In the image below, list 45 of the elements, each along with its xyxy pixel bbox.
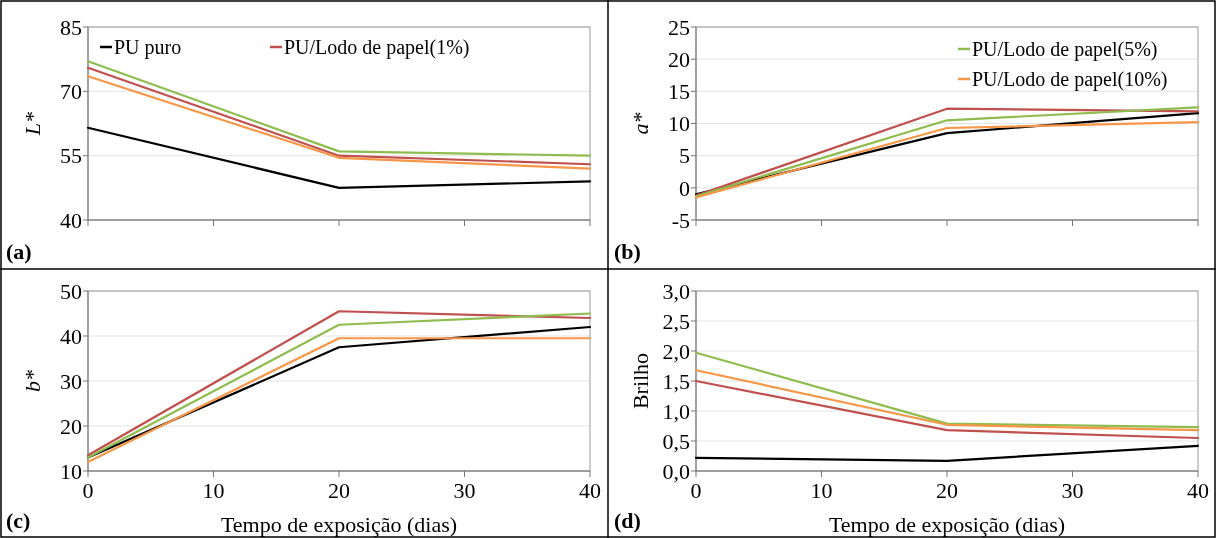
y-tick-label: -5 bbox=[671, 207, 690, 233]
y-axis-title: Brilho bbox=[628, 352, 653, 410]
legend-label: PU puro bbox=[114, 36, 182, 59]
y-tick-label: 2,0 bbox=[662, 338, 690, 364]
text: (c) bbox=[6, 508, 31, 533]
y-tick-label: 5 bbox=[679, 143, 690, 169]
y-axis-title: L* bbox=[20, 111, 45, 137]
y-tick-label: 10 bbox=[60, 458, 82, 484]
y-axis-title: b* bbox=[20, 370, 45, 392]
y-tick-label: 1,0 bbox=[662, 398, 690, 424]
x-tick-label: 10 bbox=[810, 478, 833, 503]
y-tick-label: 40 bbox=[60, 323, 82, 349]
y-tick-label: 20 bbox=[668, 46, 690, 72]
y-tick-label: 85 bbox=[60, 14, 82, 40]
x-tick-label: 20 bbox=[936, 478, 958, 503]
text: (b) bbox=[614, 239, 641, 264]
y-tick-label: 30 bbox=[60, 368, 82, 394]
x-tick-label: 30 bbox=[1061, 478, 1084, 503]
y-tick-label: 20 bbox=[60, 413, 82, 439]
y-tick-label: 3,0 bbox=[662, 278, 690, 304]
legend-label: PU/Lodo de papel(1%) bbox=[284, 36, 470, 59]
text: (a) bbox=[6, 239, 32, 264]
y-tick-label: 10 bbox=[668, 111, 690, 137]
y-tick-label: 1,5 bbox=[662, 368, 690, 394]
x-axis-title: Tempo de exposição (dias) bbox=[220, 512, 458, 537]
y-tick-label: 25 bbox=[668, 14, 690, 40]
y-tick-label: 40 bbox=[60, 207, 82, 233]
y-tick-label: 70 bbox=[60, 79, 82, 105]
y-tick-label: 55 bbox=[60, 143, 82, 169]
y-tick-label: 0,5 bbox=[662, 428, 690, 454]
x-tick-label: 40 bbox=[579, 478, 601, 503]
legend-label: PU/Lodo de papel(5%) bbox=[972, 38, 1158, 61]
x-tick-label: 10 bbox=[202, 478, 225, 503]
y-tick-label: 0,0 bbox=[662, 458, 690, 484]
legend-label: PU/Lodo de papel(10%) bbox=[972, 68, 1168, 91]
y-tick-label: 0 bbox=[679, 175, 690, 201]
x-tick-label: 20 bbox=[328, 478, 350, 503]
y-tick-label: 50 bbox=[60, 278, 82, 304]
text: (d) bbox=[614, 508, 641, 533]
y-tick-label: 15 bbox=[668, 79, 690, 105]
x-axis-title: Tempo de exposição (dias) bbox=[828, 512, 1066, 537]
x-tick-label: 30 bbox=[453, 478, 476, 503]
x-tick-label: 40 bbox=[1187, 478, 1209, 503]
y-tick-label: 2,5 bbox=[662, 308, 690, 334]
y-axis-title: a* bbox=[628, 112, 653, 135]
